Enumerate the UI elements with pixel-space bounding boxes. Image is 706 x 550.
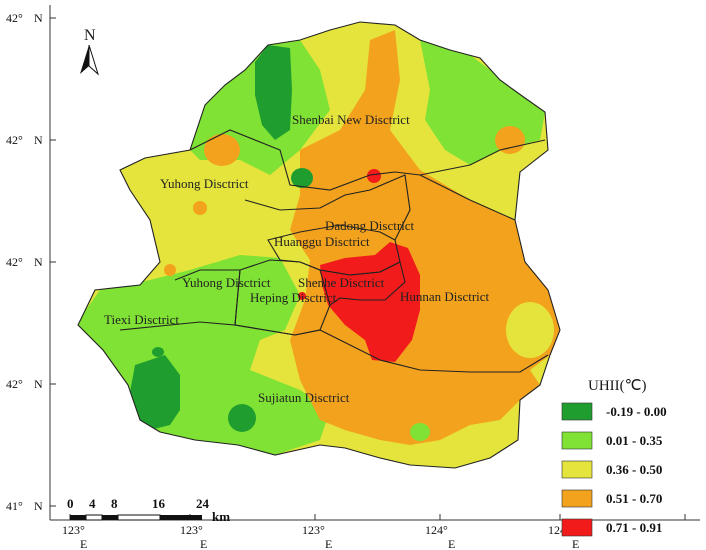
- lat-hem-1: N: [34, 11, 43, 25]
- north-arrow: N: [80, 27, 100, 76]
- southwest-dark-green: [130, 355, 180, 430]
- scale-unit: km: [212, 509, 230, 524]
- scale-tick-24: 24: [196, 496, 210, 511]
- legend-title: UHII(℃): [588, 378, 647, 394]
- legend-label-2: 0.01 - 0.35: [606, 433, 663, 448]
- scale-tick-4: 4: [89, 496, 96, 511]
- east-yellow-patch: [506, 302, 554, 358]
- legend-label-1: -0.19 - 0.00: [606, 404, 667, 419]
- legend: UHII(℃) -0.19 - 0.00 0.01 - 0.35 0.36 - 0.…: [561, 378, 667, 537]
- legend-label-4: 0.51 - 0.70: [606, 491, 662, 506]
- longitude-labels: 123° E 123° E 123° E 124° E 124° E: [62, 523, 579, 550]
- lon-hem-1: E: [80, 537, 87, 550]
- central-orange-zone: [290, 30, 560, 445]
- legend-label-3: 0.36 - 0.50: [606, 462, 662, 477]
- lat-label-1: 42°: [6, 11, 23, 25]
- legend-swatch-3: [561, 460, 593, 479]
- west-orange-patch: [204, 134, 240, 166]
- lon-label-4: 124°: [425, 523, 448, 537]
- lat-label-5: 41°: [6, 499, 23, 513]
- lat-label-2: 42°: [6, 133, 23, 147]
- district-labels: Shenbai New Disctrict Yuhong Disctrict D…: [104, 112, 490, 405]
- legend-swatch-1: [561, 402, 593, 421]
- label-yuhong-2: Yuhong Disctrict: [182, 275, 271, 290]
- lon-hem-5: E: [572, 537, 579, 550]
- lat-hem-4: N: [34, 377, 43, 391]
- lat-label-4: 42°: [6, 377, 23, 391]
- label-tiexi: Tiexi Disctrict: [104, 312, 179, 327]
- lon-label-3: 123°: [302, 523, 325, 537]
- urban-core-red: [320, 242, 420, 362]
- label-huanggu: Huanggu Disctrict: [274, 234, 370, 249]
- scale-bar: 0 4 8 16 24 km: [67, 496, 230, 524]
- label-dadong: Dadong Disctrict: [325, 218, 415, 233]
- lat-hem-2: N: [34, 133, 43, 147]
- north-arrow-label: N: [84, 27, 96, 44]
- lat-hem-3: N: [34, 255, 43, 269]
- district-boundaries: [77, 21, 561, 469]
- lon-hem-4: E: [448, 537, 455, 550]
- label-yuhong: Yuhong Disctrict: [160, 176, 249, 191]
- label-shenhe: Shenhe Disctrict: [298, 275, 385, 290]
- lon-hem-2: E: [200, 537, 207, 550]
- lon-label-2: 123°: [180, 523, 203, 537]
- legend-swatch-4: [561, 489, 593, 508]
- lat-label-3: 42°: [6, 255, 23, 269]
- east-orange-patch: [495, 126, 525, 154]
- lon-hem-3: E: [325, 537, 332, 550]
- scale-tick-0: 0: [67, 496, 74, 511]
- label-sujiatun: Sujiatun Disctrict: [258, 390, 350, 405]
- scale-tick-8: 8: [111, 496, 118, 511]
- label-hunnan: Hunnan Disctrict: [400, 289, 490, 304]
- north-arrow-icon: [80, 45, 89, 74]
- legend-label-5: 0.71 - 0.91: [606, 520, 662, 535]
- legend-items: -0.19 - 0.00 0.01 - 0.35 0.36 - 0.50 0.51 -…: [561, 402, 667, 537]
- legend-swatch-5: [561, 518, 593, 537]
- north-dark-green: [255, 45, 292, 140]
- lon-label-1: 123°: [62, 523, 85, 537]
- label-shenbai: Shenbai New Disctrict: [292, 112, 410, 127]
- latitude-labels: 42° N 42° N 42° N 42° N 41° N: [6, 11, 43, 513]
- lat-hem-5: N: [34, 499, 43, 513]
- legend-swatch-2: [561, 431, 593, 450]
- scale-tick-16: 16: [152, 496, 166, 511]
- label-heping: Heping Disctrict: [250, 290, 337, 305]
